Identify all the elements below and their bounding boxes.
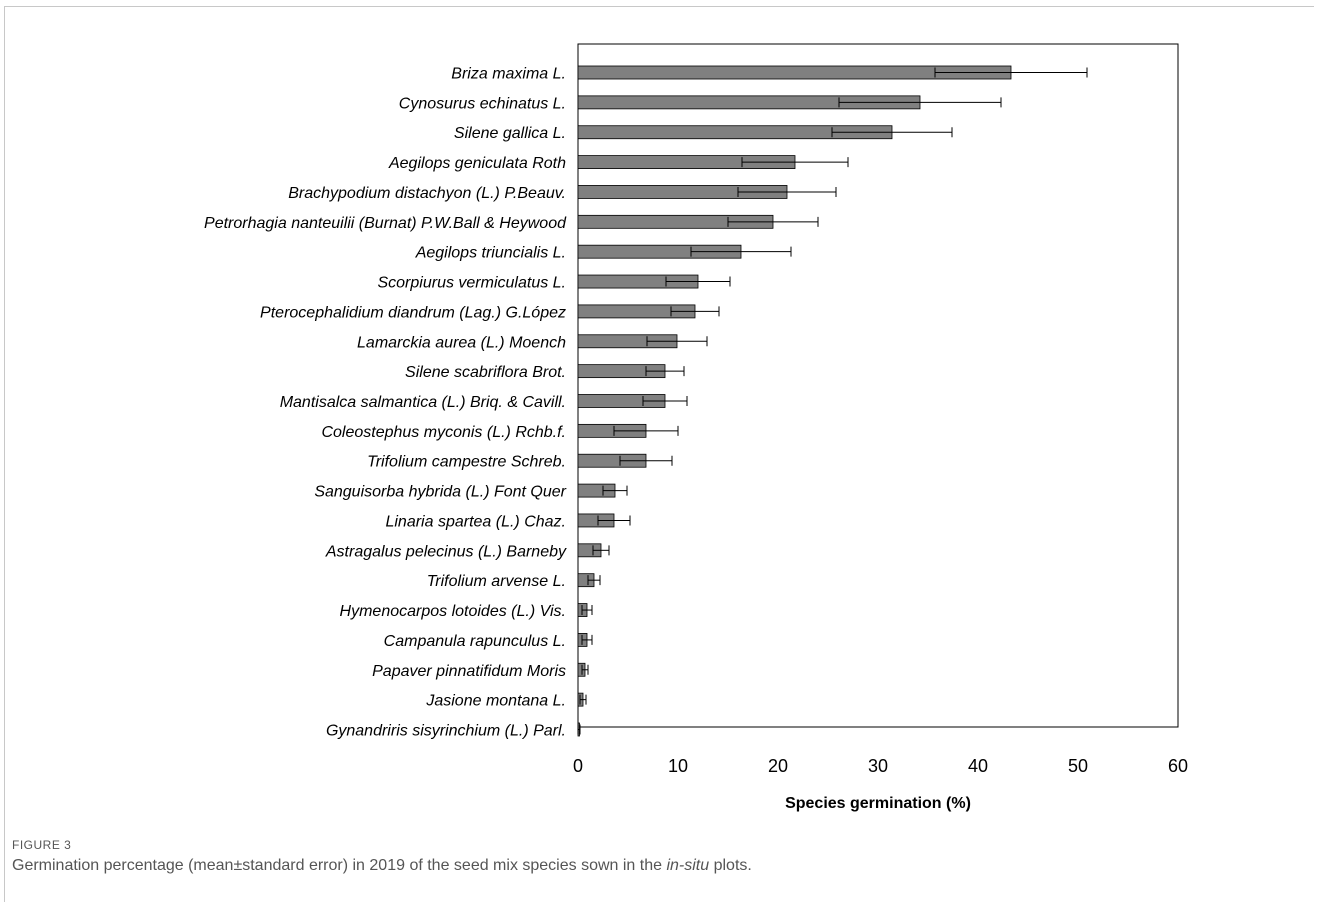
category-label: Trifolium campestre Schreb. bbox=[367, 454, 566, 471]
category-label: Papaver pinnatifidum Moris bbox=[372, 663, 566, 680]
plot-area bbox=[577, 43, 1179, 728]
error-bar bbox=[587, 575, 601, 586]
category-label: Silene gallica L. bbox=[454, 125, 566, 142]
error-bar bbox=[577, 724, 581, 735]
error-bar bbox=[670, 306, 720, 317]
category-label: Trifolium arvense L. bbox=[427, 573, 566, 590]
error-bar bbox=[645, 366, 685, 377]
x-tick-label: 50 bbox=[1068, 756, 1088, 776]
category-label: Gynandriris sisyrinchium (L.) Parl. bbox=[326, 723, 566, 740]
x-tick-label: 60 bbox=[1168, 756, 1188, 776]
error-bar bbox=[727, 216, 819, 227]
error-bar bbox=[646, 336, 708, 347]
category-label: Aegilops triuncialis L. bbox=[415, 245, 566, 262]
x-tick-label: 0 bbox=[573, 756, 583, 776]
error-bar bbox=[831, 127, 953, 138]
category-label: Scorpiurus vermiculatus L. bbox=[377, 275, 566, 292]
category-label: Jasione montana L. bbox=[425, 693, 566, 710]
category-labels-group: Briza maxima L. Cynosurus echinatus L. Sil… bbox=[204, 66, 567, 740]
category-label: Brachypodium distachyon (L.) P.Beauv. bbox=[288, 185, 566, 202]
figure-frame bbox=[4, 6, 1314, 902]
error-bar bbox=[737, 186, 837, 197]
category-label: Cynosurus echinatus L. bbox=[399, 95, 566, 112]
figure-label: FIGURE 3 bbox=[12, 838, 72, 852]
caption-text-italic: in-situ bbox=[666, 857, 710, 874]
figure-caption: Germination percentage (mean±standard er… bbox=[12, 857, 752, 875]
error-bar bbox=[838, 97, 1002, 108]
category-label: Petrorhagia nanteuilii (Burnat) P.W.Ball… bbox=[204, 215, 567, 232]
category-label: Sanguisorba hybrida (L.) Font Quer bbox=[314, 484, 566, 501]
x-axis-title: Species germination (%) bbox=[785, 795, 971, 812]
bar-chart: Briza maxima L. Cynosurus echinatus L. Sil… bbox=[204, 43, 1188, 812]
error-bar bbox=[579, 694, 587, 705]
error-bar bbox=[934, 67, 1088, 78]
caption-text-end: plots. bbox=[709, 857, 752, 874]
error-bar bbox=[613, 425, 679, 436]
category-label: Campanula rapunculus L. bbox=[384, 633, 566, 650]
category-label: Aegilops geniculata Roth bbox=[388, 155, 566, 172]
error-bar bbox=[741, 157, 849, 168]
x-axis-ticks-group: 0 10 20 30 40 50 60 bbox=[573, 756, 1188, 776]
category-label: Pterocephalidium diandrum (Lag.) G.López bbox=[260, 304, 566, 321]
error-bar bbox=[642, 396, 688, 406]
error-bar bbox=[592, 545, 610, 556]
error-bars-group bbox=[577, 67, 1088, 735]
category-label: Silene scabriflora Brot. bbox=[405, 364, 566, 381]
error-bar bbox=[665, 276, 731, 287]
error-bar bbox=[581, 605, 593, 616]
error-bar bbox=[581, 634, 593, 645]
error-bar bbox=[690, 246, 792, 257]
x-tick-label: 10 bbox=[668, 756, 688, 776]
error-bar bbox=[581, 664, 589, 675]
category-label: Astragalus pelecinus (L.) Barneby bbox=[325, 543, 567, 560]
category-label: Coleostephus myconis (L.) Rchb.f. bbox=[321, 424, 566, 441]
bars-group bbox=[577, 65, 1012, 737]
x-tick-label: 40 bbox=[968, 756, 988, 776]
error-bar bbox=[602, 485, 628, 496]
error-bar bbox=[619, 455, 673, 466]
x-tick-label: 30 bbox=[868, 756, 888, 776]
x-tick-label: 20 bbox=[768, 756, 788, 776]
category-label: Hymenocarpos lotoides (L.) Vis. bbox=[340, 603, 566, 620]
category-label: Lamarckia aurea (L.) Moench bbox=[357, 334, 566, 351]
category-label: Briza maxima L. bbox=[451, 66, 566, 83]
caption-text-start: Germination percentage (mean±standard er… bbox=[12, 857, 667, 874]
category-label: Linaria spartea (L.) Chaz. bbox=[385, 513, 566, 530]
category-label: Mantisalca salmantica (L.) Briq. & Cavil… bbox=[280, 394, 566, 411]
error-bar bbox=[597, 515, 631, 526]
